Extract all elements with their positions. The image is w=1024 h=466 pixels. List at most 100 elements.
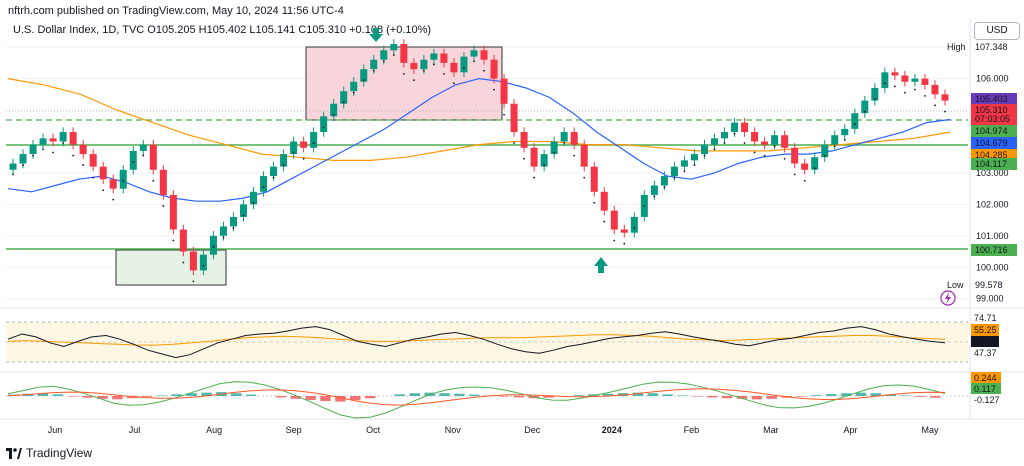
candle-body <box>280 154 288 167</box>
trend-dot <box>493 88 495 91</box>
macd-bar <box>915 396 926 397</box>
tradingview-logo-icon <box>6 447 22 459</box>
macd-bar <box>692 396 703 397</box>
candle-body <box>801 163 809 170</box>
candle-body <box>430 53 438 60</box>
macd-bar <box>811 395 822 396</box>
candle-body <box>390 44 398 51</box>
candle-body <box>79 144 87 155</box>
candle-body <box>320 116 328 133</box>
macd-bar <box>796 396 807 397</box>
price-tag-value: 07:03:05 <box>975 114 1010 124</box>
trend-dot <box>934 104 936 107</box>
trend-dot <box>944 110 946 113</box>
rsi-tag-box <box>971 324 999 336</box>
macd-bar <box>573 395 584 396</box>
time-tick-label: Jul <box>129 425 141 435</box>
price-tag-value: 104.679 <box>975 138 1008 148</box>
candle-body <box>771 135 779 145</box>
trend-dot <box>142 154 145 157</box>
macd-bar <box>766 396 777 399</box>
trend-dot <box>603 220 606 223</box>
trend-dot <box>673 176 676 179</box>
candle-body <box>610 210 618 230</box>
macd-bar <box>231 393 242 396</box>
rsi-tag-value: 55.25 <box>974 325 997 335</box>
candle-body <box>821 144 829 158</box>
candle-body <box>620 229 628 233</box>
symbol-ohlc-line: U.S. Dollar Index, 1D, TVC O105.205 H105… <box>13 24 432 36</box>
candle-body <box>891 72 899 76</box>
candle-body <box>831 135 839 145</box>
currency-button[interactable]: USD <box>974 22 1020 40</box>
trend-dot <box>643 205 646 207</box>
lightning-icon[interactable] <box>940 290 956 306</box>
tradingview-brand[interactable]: TradingView <box>6 446 92 460</box>
trend-dot <box>382 60 385 63</box>
candle-body <box>741 122 749 133</box>
candle-body <box>500 78 508 104</box>
trend-dot <box>72 154 75 157</box>
rsi-tag-value: 74.71 <box>974 313 997 323</box>
trend-dot <box>583 176 586 179</box>
candle-body <box>340 91 348 104</box>
trend-dot <box>813 167 816 170</box>
time-tick-label: Oct <box>366 425 381 435</box>
rsi-tag-box <box>971 312 999 324</box>
trend-dot <box>773 145 776 148</box>
price-tick-label: 100.000 <box>976 262 1009 272</box>
macd-bar <box>37 393 49 396</box>
macd-bar <box>350 396 361 401</box>
candle-body <box>330 103 338 117</box>
rsi-tag-value: 47.37 <box>974 348 997 358</box>
candle-body <box>49 138 57 142</box>
macd-bar <box>751 396 763 400</box>
macd-tag-box <box>971 372 1001 383</box>
trend-dot <box>743 142 746 144</box>
candle-body <box>480 50 488 60</box>
trend-dot <box>392 54 395 56</box>
candle-body <box>710 138 719 145</box>
candle-body <box>300 141 308 148</box>
trend-dot <box>112 198 115 201</box>
macd-bar <box>305 396 316 400</box>
macd-bar <box>141 396 153 397</box>
macd-line <box>7 381 946 419</box>
macd-bar <box>840 393 852 396</box>
time-tick-label: Apr <box>843 425 857 435</box>
time-tick-label: Nov <box>445 425 462 435</box>
candle-body <box>19 154 27 164</box>
time-tick-label: Sep <box>286 425 302 435</box>
candle-body <box>811 157 819 170</box>
rsi-tag-box <box>971 347 999 359</box>
trend-dot <box>402 72 405 75</box>
candle-body <box>129 150 137 170</box>
candle-body <box>119 169 127 189</box>
price-tag-box <box>971 279 1017 291</box>
candle-body <box>580 144 588 167</box>
macd-bar <box>602 393 614 396</box>
support-box <box>115 249 227 286</box>
rsi-tag-value: 50.12 <box>974 337 997 347</box>
candle-body <box>490 59 498 79</box>
candle-body <box>901 75 909 82</box>
trend-dot <box>202 264 205 267</box>
trend-dot <box>533 176 536 179</box>
trend-dot <box>132 161 135 163</box>
trend-dot <box>733 132 736 135</box>
trend-dot <box>362 79 365 82</box>
candle-body <box>380 50 388 60</box>
trend-dot <box>342 101 345 104</box>
price-tick-label: 106.000 <box>976 74 1009 84</box>
candle-body <box>370 59 378 70</box>
trend-dot <box>713 148 716 151</box>
candle-body <box>440 53 448 63</box>
macd-bar <box>469 394 480 396</box>
candle-body <box>700 144 708 155</box>
macd-bar <box>112 396 123 400</box>
candle-body <box>209 235 217 255</box>
macd-bar <box>335 396 346 402</box>
